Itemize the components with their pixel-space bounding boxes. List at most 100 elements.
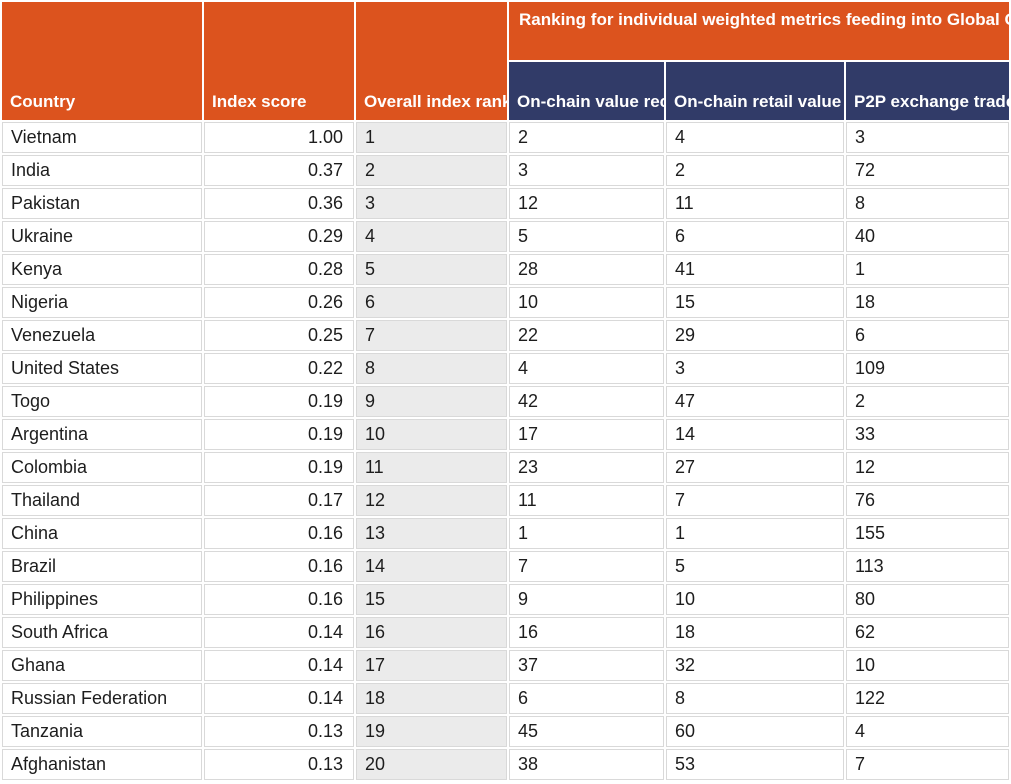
onchain-retail-cell: 53: [666, 749, 844, 780]
onchain-retail-cell: 27: [666, 452, 844, 483]
index-score-cell: 0.16: [204, 584, 354, 615]
onchain-value-cell: 3: [509, 155, 664, 186]
index-score-cell: 0.29: [204, 221, 354, 252]
column-header-p2p-volume: P2P exchange trade volume: [846, 62, 1010, 120]
overall-ranking-cell: 7: [356, 320, 507, 351]
onchain-value-cell: 38: [509, 749, 664, 780]
p2p-volume-cell: 109: [846, 353, 1010, 384]
table-row: Tanzania 0.13 19 45 60 4: [2, 716, 1010, 747]
onchain-value-cell: 45: [509, 716, 664, 747]
onchain-retail-cell: 10: [666, 584, 844, 615]
p2p-volume-cell: 62: [846, 617, 1010, 648]
overall-ranking-cell: 18: [356, 683, 507, 714]
index-score-cell: 0.16: [204, 518, 354, 549]
onchain-retail-cell: 1: [666, 518, 844, 549]
p2p-volume-cell: 1: [846, 254, 1010, 285]
onchain-value-cell: 17: [509, 419, 664, 450]
country-cell: Venezuela: [2, 320, 202, 351]
overall-ranking-cell: 3: [356, 188, 507, 219]
onchain-value-cell: 4: [509, 353, 664, 384]
column-header-index-score: Index score: [204, 2, 354, 120]
table-row: Russian Federation 0.14 18 6 8 122: [2, 683, 1010, 714]
overall-ranking-cell: 9: [356, 386, 507, 417]
index-score-cell: 0.13: [204, 716, 354, 747]
onchain-retail-cell: 15: [666, 287, 844, 318]
p2p-volume-cell: 8: [846, 188, 1010, 219]
index-score-cell: 0.26: [204, 287, 354, 318]
onchain-retail-cell: 60: [666, 716, 844, 747]
overall-ranking-cell: 17: [356, 650, 507, 681]
country-cell: Pakistan: [2, 188, 202, 219]
index-score-cell: 0.14: [204, 617, 354, 648]
p2p-volume-cell: 155: [846, 518, 1010, 549]
p2p-volume-cell: 2: [846, 386, 1010, 417]
table-row: United States 0.22 8 4 3 109: [2, 353, 1010, 384]
overall-ranking-cell: 8: [356, 353, 507, 384]
column-header-onchain-value: On-chain value received: [509, 62, 664, 120]
index-score-cell: 0.16: [204, 551, 354, 582]
overall-ranking-cell: 2: [356, 155, 507, 186]
overall-ranking-cell: 11: [356, 452, 507, 483]
country-cell: Philippines: [2, 584, 202, 615]
country-cell: Colombia: [2, 452, 202, 483]
p2p-volume-cell: 10: [846, 650, 1010, 681]
table-row: Ghana 0.14 17 37 32 10: [2, 650, 1010, 681]
onchain-retail-cell: 2: [666, 155, 844, 186]
onchain-retail-cell: 4: [666, 122, 844, 153]
index-score-cell: 0.22: [204, 353, 354, 384]
country-cell: Vietnam: [2, 122, 202, 153]
overall-ranking-cell: 5: [356, 254, 507, 285]
onchain-value-cell: 16: [509, 617, 664, 648]
overall-ranking-cell: 15: [356, 584, 507, 615]
index-score-cell: 0.36: [204, 188, 354, 219]
overall-ranking-cell: 6: [356, 287, 507, 318]
index-score-cell: 0.19: [204, 452, 354, 483]
table-row: Ukraine 0.29 4 5 6 40: [2, 221, 1010, 252]
table-row: India 0.37 2 3 2 72: [2, 155, 1010, 186]
table-row: South Africa 0.14 16 16 18 62: [2, 617, 1010, 648]
onchain-retail-cell: 41: [666, 254, 844, 285]
onchain-value-cell: 10: [509, 287, 664, 318]
country-cell: Kenya: [2, 254, 202, 285]
onchain-value-cell: 42: [509, 386, 664, 417]
onchain-retail-cell: 14: [666, 419, 844, 450]
column-header-country: Country: [2, 2, 202, 120]
onchain-value-cell: 5: [509, 221, 664, 252]
country-cell: Tanzania: [2, 716, 202, 747]
p2p-volume-cell: 12: [846, 452, 1010, 483]
table-row: Pakistan 0.36 3 12 11 8: [2, 188, 1010, 219]
p2p-volume-cell: 40: [846, 221, 1010, 252]
table-row: China 0.16 13 1 1 155: [2, 518, 1010, 549]
onchain-value-cell: 1: [509, 518, 664, 549]
p2p-volume-cell: 3: [846, 122, 1010, 153]
table-row: Kenya 0.28 5 28 41 1: [2, 254, 1010, 285]
onchain-value-cell: 28: [509, 254, 664, 285]
overall-ranking-cell: 14: [356, 551, 507, 582]
index-score-cell: 0.17: [204, 485, 354, 516]
onchain-retail-cell: 6: [666, 221, 844, 252]
country-cell: Afghanistan: [2, 749, 202, 780]
overall-ranking-cell: 4: [356, 221, 507, 252]
p2p-volume-cell: 6: [846, 320, 1010, 351]
onchain-retail-cell: 3: [666, 353, 844, 384]
column-header-onchain-retail-value: On-chain retail value received: [666, 62, 844, 120]
country-cell: Ghana: [2, 650, 202, 681]
onchain-value-cell: 2: [509, 122, 664, 153]
onchain-retail-cell: 5: [666, 551, 844, 582]
country-cell: Ukraine: [2, 221, 202, 252]
index-score-cell: 0.14: [204, 683, 354, 714]
onchain-retail-cell: 32: [666, 650, 844, 681]
p2p-volume-cell: 7: [846, 749, 1010, 780]
table-row: Nigeria 0.26 6 10 15 18: [2, 287, 1010, 318]
onchain-retail-cell: 7: [666, 485, 844, 516]
index-score-cell: 0.28: [204, 254, 354, 285]
overall-ranking-cell: 10: [356, 419, 507, 450]
table-row: Afghanistan 0.13 20 38 53 7: [2, 749, 1010, 780]
country-cell: South Africa: [2, 617, 202, 648]
country-cell: Russian Federation: [2, 683, 202, 714]
group-header-weighted-metrics: Ranking for individual weighted metrics …: [509, 2, 1010, 60]
onchain-value-cell: 11: [509, 485, 664, 516]
table-row: Venezuela 0.25 7 22 29 6: [2, 320, 1010, 351]
p2p-volume-cell: 76: [846, 485, 1010, 516]
